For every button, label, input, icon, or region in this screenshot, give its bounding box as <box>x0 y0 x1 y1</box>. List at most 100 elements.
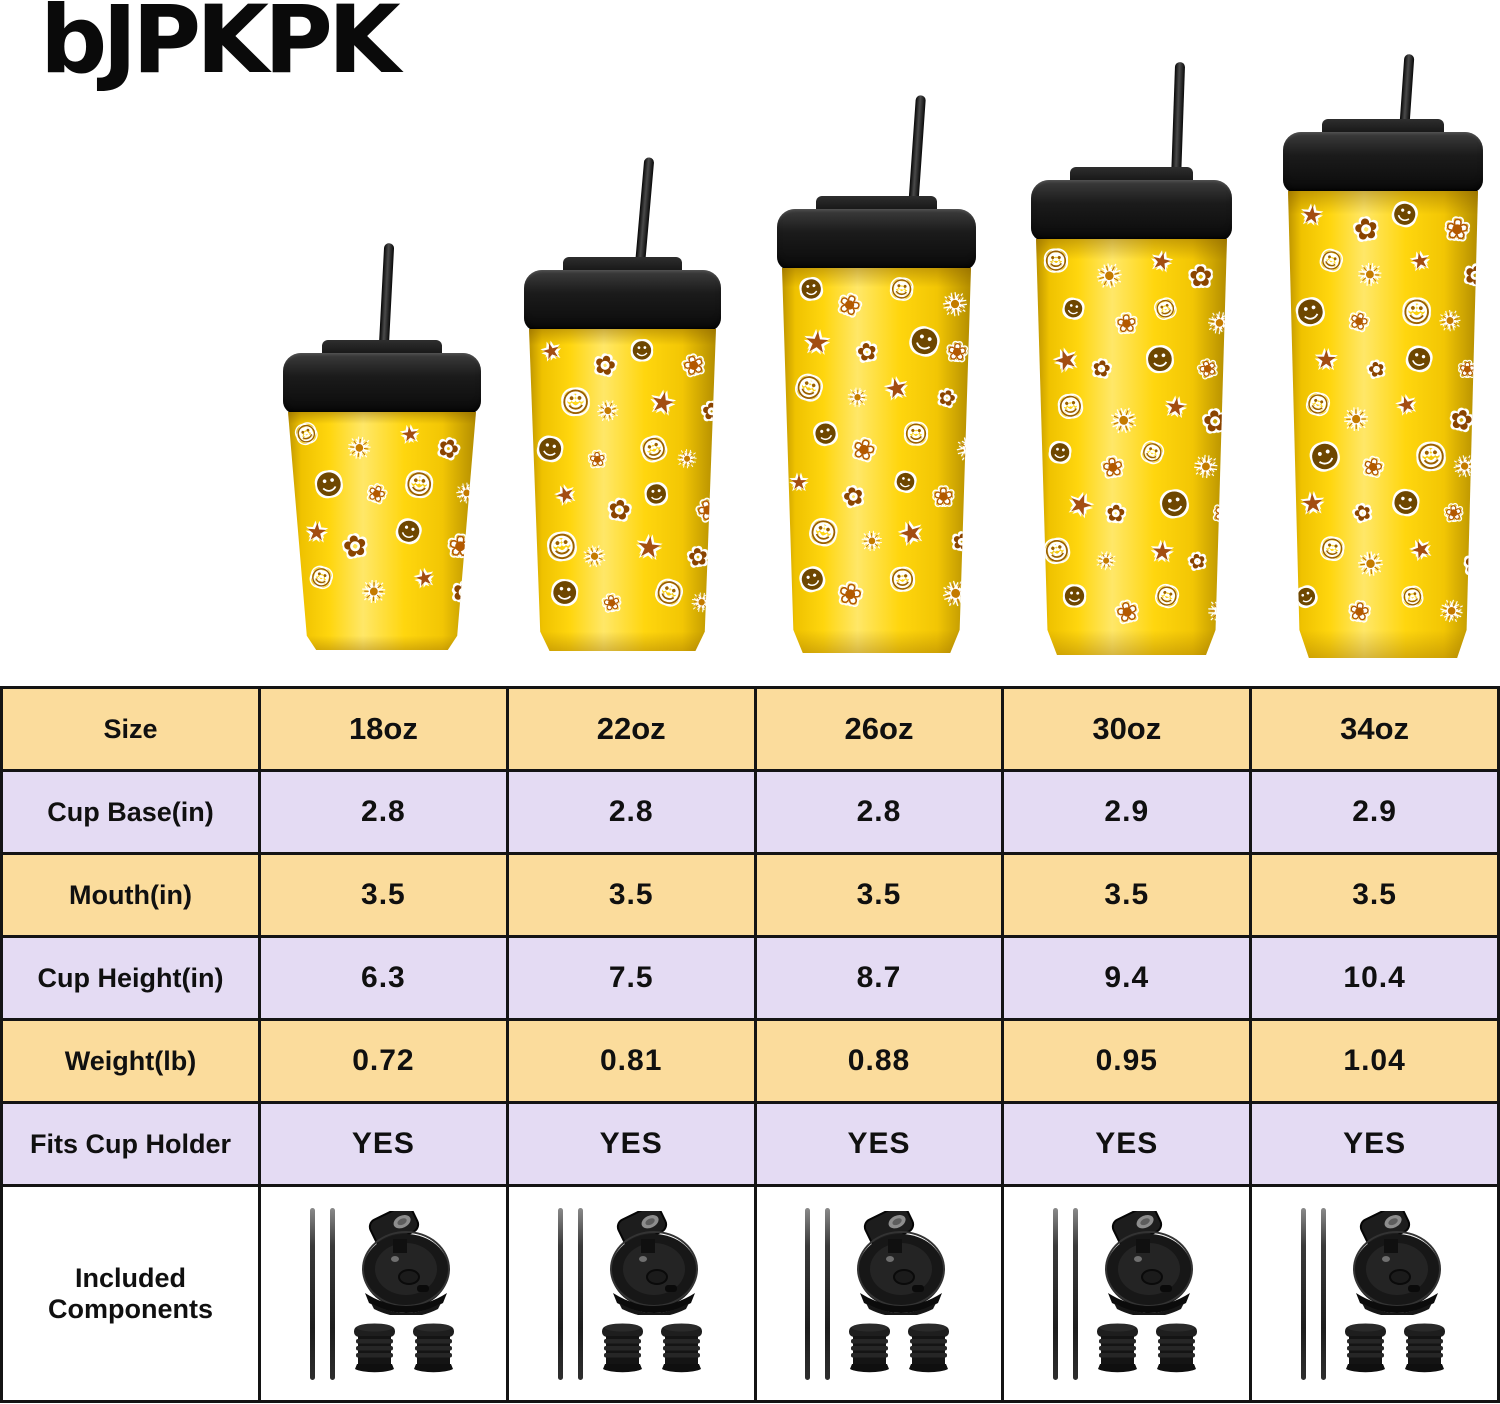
metal-straws-icon <box>1053 1207 1079 1380</box>
spec-value: 3.5 <box>505 852 757 938</box>
lid-icon <box>1283 132 1483 193</box>
included-components-image <box>510 1200 752 1388</box>
sticker-glyph: ☀ <box>361 577 387 609</box>
straw-bar-icon <box>309 1207 315 1380</box>
sticker-glyph: ★ <box>1406 534 1436 566</box>
sticker-glyph: ★ <box>895 515 928 552</box>
sticker-glyph: ☻ <box>1402 342 1436 377</box>
cup-body: ☻ ❀ ☺ ☀ ★ ✿ ☻ ❀ ☺ ☀ ★ ✿ ☻ ❀ ☺ ☀ ★ ✿ ☻ ❀ ☺ ☀ ★ ✿ ☻ ❀ ☺ ☀ <box>782 268 971 653</box>
sticker-glyph: ☺ <box>1400 583 1425 611</box>
sticker-glyph: ❀ <box>932 481 955 512</box>
sticker-glyph: ❀ <box>1360 451 1386 483</box>
components-cell <box>258 1184 509 1403</box>
metal-straws-icon <box>557 1207 583 1380</box>
straw-stoppers-icon <box>847 1322 951 1376</box>
sticker-glyph: ✿ <box>1446 402 1476 439</box>
sticker-glyph: ☺ <box>1041 534 1073 569</box>
sticker-glyph: ☀ <box>953 430 986 469</box>
sticker-glyph: ☺ <box>1151 294 1179 324</box>
sticker-glyph: ☀ <box>1437 307 1464 337</box>
tumbler-22oz: ★ ✿ ☻ ❀ ☺ ☀ ★ ✿ ☻ ❀ ☺ ☀ ★ ✿ ☻ ❀ ☺ ☀ ★ ✿ ☻ ❀ ☺ ☀ <box>524 0 721 686</box>
sticker-glyph: ☻ <box>1060 295 1087 323</box>
sticker-glyph: ★ <box>1049 341 1083 380</box>
sticker-glyph: ☀ <box>346 432 373 465</box>
size-header-row: Size 18oz 22oz 26oz 30oz 34oz <box>0 686 1500 772</box>
tumbler-34oz: ★ ✿ ☻ ❀ ☺ ☀ ★ ✿ ☻ ❀ ☺ ☀ ★ ✿ ☻ ❀ ☺ ☀ ★ ✿ ☻ ❀ ☺ ☀ ★ ✿ ☻ ❀ ☺ ☀ ★ ✿ ☻ ❀ ☺ ☀ <box>1283 0 1483 686</box>
straw-stoppers-icon <box>352 1322 456 1376</box>
sticker-glyph: ❀ <box>679 348 709 384</box>
sticker-glyph: ☻ <box>391 514 425 550</box>
sticker-glyph: ✿ <box>1350 498 1375 528</box>
sticker-glyph: ❀ <box>834 575 866 614</box>
sticker-glyph: ☀ <box>454 480 479 509</box>
lid-and-stoppers <box>351 1211 457 1376</box>
size-column-header: 26oz <box>753 686 1005 772</box>
sticker-glyph: ☺ <box>1137 437 1167 469</box>
sticker-glyph: ★ <box>646 383 679 422</box>
spec-value: 6.3 <box>258 935 509 1021</box>
sticker-glyph: ❀ <box>692 491 725 530</box>
sticker-glyph: ✿ <box>1188 259 1214 294</box>
stopper-icon <box>849 1323 891 1373</box>
sticker-glyph: ☀ <box>1356 260 1383 292</box>
sticker-glyph: ★ <box>1063 484 1099 525</box>
sticker-glyph: ☻ <box>1305 436 1345 478</box>
spec-value: 0.72 <box>258 1018 509 1104</box>
sticker-glyph: ☻ <box>549 577 580 611</box>
spec-row-label: Mouth(in) <box>0 852 261 938</box>
sticker-glyph: ✿ <box>1105 500 1127 528</box>
sticker-glyph: ❀ <box>1100 451 1127 485</box>
flip-lid-icon <box>857 1211 946 1315</box>
sticker-glyph: ☀ <box>1356 546 1385 583</box>
lid-and-stoppers <box>1094 1211 1200 1376</box>
sticker-glyph: ✿ <box>935 383 959 413</box>
spec-value: 8.7 <box>753 935 1005 1021</box>
straw-stoppers-icon <box>1343 1322 1447 1376</box>
sticker-glyph: ☺ <box>1303 390 1332 421</box>
spec-value: 3.5 <box>258 852 509 938</box>
sticker-glyph: ☺ <box>1056 391 1085 423</box>
spec-row-label: Included Components <box>0 1184 261 1403</box>
sticker-glyph: ☺ <box>560 385 591 420</box>
spec-value: 2.8 <box>505 769 757 855</box>
flip-lid-icon <box>1353 1211 1442 1315</box>
sticker-glyph: ❀ <box>1443 500 1464 526</box>
sticker-glyph: ☀ <box>861 529 882 556</box>
sticker-glyph: ❀ <box>1345 306 1372 338</box>
sticker-glyph: ☻ <box>1389 486 1422 522</box>
spec-value: YES <box>258 1101 509 1187</box>
sticker-glyph: ☻ <box>796 562 829 598</box>
brand-logo: bJPKPK <box>40 0 401 95</box>
lid-and-stoppers <box>599 1211 705 1376</box>
cup-body: ☺ ☀ ★ ✿ ☻ ❀ ☺ ☀ ★ ✿ ☻ ❀ ☺ ☀ ★ ✿ <box>288 412 476 650</box>
sticker-glyph: ★ <box>1314 344 1338 375</box>
sticker-glyph: ☻ <box>811 419 841 451</box>
sticker-glyph: ★ <box>305 517 329 547</box>
spec-value: 0.81 <box>505 1018 757 1104</box>
sticker-glyph: ☺ <box>544 528 580 566</box>
spec-value: YES <box>753 1101 1005 1187</box>
spec-value: 2.9 <box>1001 769 1253 855</box>
sticker-glyph: ☻ <box>1144 343 1176 378</box>
straw-bar-icon <box>329 1207 335 1380</box>
sticker-glyph: ★ <box>1393 390 1420 421</box>
spec-row: Mouth(in) 3.5 3.5 3.5 3.5 3.5 <box>0 852 1500 938</box>
sticker-glyph: ☻ <box>1047 439 1073 467</box>
flip-lid-icon <box>361 1211 450 1315</box>
stopper-icon <box>1156 1323 1198 1373</box>
included-components-image <box>1006 1200 1248 1388</box>
cup-body: ★ ✿ ☻ ❀ ☺ ☀ ★ ✿ ☻ ❀ ☺ ☀ ★ ✿ ☻ ❀ ☺ ☀ ★ ✿ ☻ ❀ ☺ ☀ ★ ✿ ☻ ❀ ☺ ☀ ★ ✿ ☻ ❀ ☺ ☀ <box>1288 191 1478 658</box>
sticker-glyph: ★ <box>802 323 832 361</box>
sticker-glyph: ☻ <box>892 467 919 497</box>
included-components-image <box>262 1200 504 1388</box>
tumbler-30oz: ☺ ☀ ★ ✿ ☻ ❀ ☺ ☀ ★ ✿ ☻ ❀ ☺ ☀ ★ ✿ ☻ ❀ ☺ ☀ ★ ✿ ☻ ❀ ☺ ☀ ★ ✿ ☻ ❀ ☺ ☀ <box>1031 0 1232 686</box>
components-cell <box>753 1184 1005 1403</box>
sticker-glyph: ★ <box>539 336 564 366</box>
spec-value: 0.88 <box>753 1018 1005 1104</box>
sticker-glyph: ☻ <box>1156 485 1192 524</box>
spec-value: 3.5 <box>1001 852 1253 938</box>
sticker-glyph: ☀ <box>676 445 698 473</box>
stopper-icon <box>353 1323 395 1373</box>
sticker-glyph: ★ <box>882 371 912 407</box>
